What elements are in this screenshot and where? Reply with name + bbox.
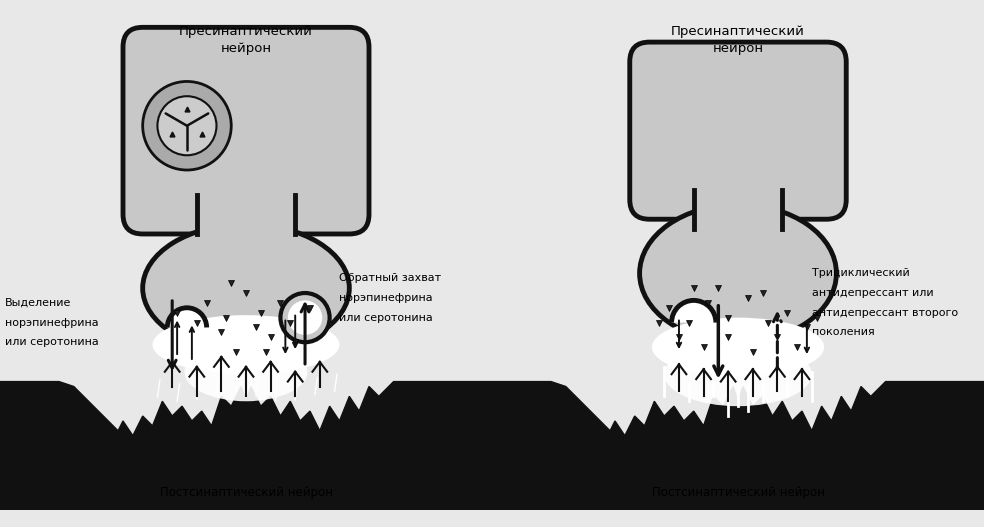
Wedge shape bbox=[671, 300, 716, 323]
Ellipse shape bbox=[640, 204, 836, 342]
Wedge shape bbox=[167, 308, 207, 327]
Circle shape bbox=[288, 300, 323, 335]
Ellipse shape bbox=[185, 342, 308, 401]
FancyBboxPatch shape bbox=[123, 27, 369, 234]
Text: Выделение: Выделение bbox=[5, 298, 71, 308]
Bar bbox=[197, 175, 295, 234]
Text: или серотонина: или серотонина bbox=[339, 313, 433, 323]
Text: Обратный захват: Обратный захват bbox=[339, 274, 442, 283]
Text: Трициклический: Трициклический bbox=[812, 268, 909, 278]
Bar bbox=[702, 180, 775, 227]
FancyBboxPatch shape bbox=[630, 42, 846, 219]
Text: норэпинефрина: норэпинефрина bbox=[5, 318, 98, 328]
Text: антидепрессант или: антидепрессант или bbox=[812, 288, 934, 298]
Ellipse shape bbox=[153, 315, 339, 374]
Text: поколения: поколения bbox=[812, 327, 875, 337]
Text: Пресинаптический: Пресинаптический bbox=[179, 25, 313, 38]
Polygon shape bbox=[0, 382, 492, 510]
Bar bbox=[694, 175, 782, 229]
Text: Пресинаптический: Пресинаптический bbox=[671, 25, 805, 38]
Ellipse shape bbox=[652, 318, 825, 377]
Text: или серотонина: или серотонина bbox=[5, 337, 98, 347]
Ellipse shape bbox=[664, 342, 812, 406]
Polygon shape bbox=[492, 382, 984, 510]
Circle shape bbox=[143, 82, 231, 170]
Ellipse shape bbox=[143, 224, 349, 352]
Text: Постсинаптический нейрон: Постсинаптический нейрон bbox=[159, 486, 333, 499]
Text: антидепрессант второго: антидепрессант второго bbox=[812, 308, 958, 318]
Circle shape bbox=[157, 96, 216, 155]
Text: Постсинаптический нейрон: Постсинаптический нейрон bbox=[651, 486, 825, 499]
Bar bbox=[205, 178, 288, 231]
Text: нейрон: нейрон bbox=[712, 42, 764, 55]
Circle shape bbox=[280, 293, 330, 342]
Text: нейрон: нейрон bbox=[220, 42, 272, 55]
Text: норэпинефрина: норэпинефрина bbox=[339, 293, 433, 303]
